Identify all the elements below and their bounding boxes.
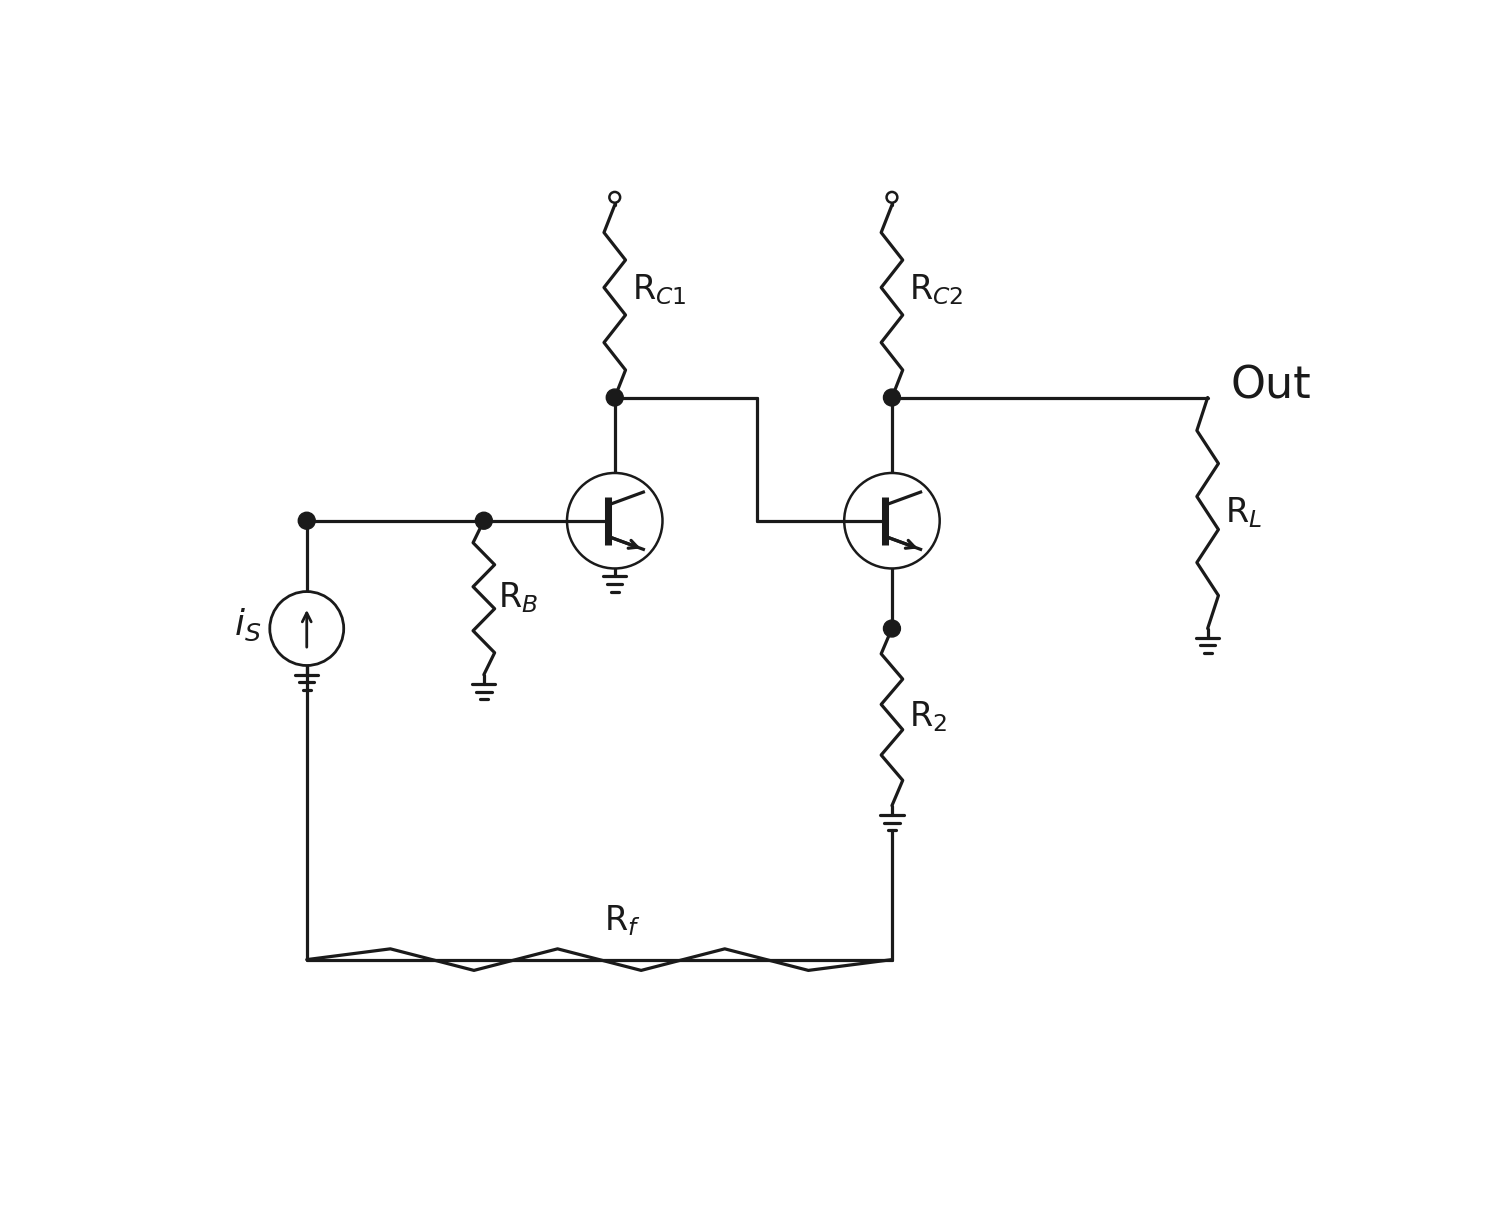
Text: R$_{C1}$: R$_{C1}$ [632,272,687,307]
Circle shape [606,389,622,406]
Text: R$_{C2}$: R$_{C2}$ [909,272,963,307]
Circle shape [884,620,900,637]
Circle shape [270,592,344,666]
Circle shape [298,512,315,529]
Circle shape [609,192,619,203]
Circle shape [844,474,939,569]
Text: R$_{L}$: R$_{L}$ [1224,495,1262,530]
Text: Out: Out [1230,365,1311,407]
Circle shape [476,512,492,529]
Circle shape [886,192,897,203]
Text: i$_{S}$: i$_{S}$ [234,606,262,643]
Text: R$_{2}$: R$_{2}$ [909,699,946,734]
Circle shape [884,389,900,406]
Text: R$_{f}$: R$_{f}$ [604,904,640,939]
Text: R$_{B}$: R$_{B}$ [498,580,538,615]
Circle shape [567,474,663,569]
